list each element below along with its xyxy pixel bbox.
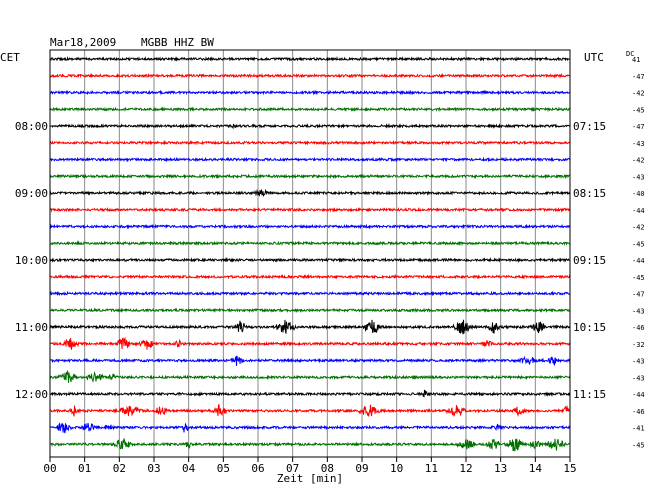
left-hour-label: 08:00	[15, 120, 48, 133]
trace-group	[49, 55, 571, 452]
x-tick-label: 03	[147, 462, 160, 475]
seismic-trace	[49, 223, 571, 230]
seismic-trace	[49, 319, 571, 335]
right-hour-label: 11:15	[573, 388, 606, 401]
left-hour-labels: 08:00 09:00 10:00 11:00 12:00	[15, 120, 48, 401]
seismic-trace	[49, 106, 571, 113]
seismic-trace	[49, 240, 571, 247]
left-hour-label: 10:00	[15, 254, 48, 267]
seismic-trace	[49, 273, 571, 280]
dc-offset-label: -47	[632, 291, 645, 299]
x-axis-label: Zeit [min]	[277, 472, 343, 485]
left-hour-label: 12:00	[15, 388, 48, 401]
seismic-trace	[49, 188, 571, 198]
seismic-trace	[49, 256, 571, 264]
dc-offset-labels: 41 -47 -42 -45 -47 -43 -42 -43 -40 -44 -42 -45 -44 -4…	[632, 56, 645, 449]
dc-offset-label: -43	[632, 307, 645, 315]
dc-label: DC	[626, 50, 634, 58]
dc-offset-label: -45	[632, 240, 645, 248]
seismic-trace	[49, 139, 571, 146]
dc-offset-label: -47	[632, 123, 645, 131]
x-tick-label: 13	[494, 462, 507, 475]
right-zone-label: UTC	[584, 51, 604, 64]
x-tick-label: 02	[113, 462, 126, 475]
dc-offset-label: -46	[632, 324, 645, 332]
x-tick-label: 07	[286, 462, 299, 475]
right-hour-label: 10:15	[573, 321, 606, 334]
dc-offset-label: -41	[632, 425, 645, 433]
left-zone-label: CET	[0, 51, 20, 64]
right-hour-label: 09:15	[573, 254, 606, 267]
left-hour-label: 11:00	[15, 321, 48, 334]
x-tick-label: 05	[217, 462, 230, 475]
seismic-trace	[49, 123, 571, 130]
dc-offset-label: -47	[632, 73, 645, 81]
dc-offset-label: -42	[632, 90, 645, 98]
x-tick-label: 10	[390, 462, 403, 475]
x-tick-label: 06	[251, 462, 264, 475]
seismic-trace	[49, 89, 571, 96]
minute-grid	[84, 50, 536, 457]
dc-offset-label: -45	[632, 274, 645, 282]
dc-offset-label: -40	[632, 190, 645, 198]
dc-offset-label: 41	[632, 56, 640, 64]
seismic-trace	[49, 421, 571, 434]
x-tick-label: 09	[355, 462, 368, 475]
station-label: MGBB HHZ BW	[141, 36, 214, 49]
seismic-trace	[49, 307, 571, 314]
left-hour-label: 09:00	[15, 187, 48, 200]
dc-offset-label: -44	[632, 391, 645, 399]
right-hour-label: 08:15	[573, 187, 606, 200]
seismic-trace	[49, 438, 571, 452]
seismic-trace	[49, 355, 571, 366]
seismic-trace	[49, 173, 571, 180]
dc-offset-label: -43	[632, 140, 645, 148]
dc-offset-label: -42	[632, 224, 645, 232]
x-tick-label: 12	[459, 462, 472, 475]
seismic-trace	[49, 404, 571, 418]
x-tick-label: 14	[529, 462, 543, 475]
x-tick-label: 04	[182, 462, 196, 475]
seismic-trace	[49, 389, 571, 398]
dc-offset-label: -43	[632, 173, 645, 181]
x-tick-label: 15	[563, 462, 576, 475]
dc-offset-label: -32	[632, 341, 645, 349]
dc-offset-label: -42	[632, 157, 645, 165]
dc-offset-label: -45	[632, 106, 645, 114]
x-tick-label: 00	[43, 462, 56, 475]
dc-offset-label: -45	[632, 441, 645, 449]
right-hour-labels: 07:15 08:15 09:15 10:15 11:15	[573, 120, 606, 401]
x-tick-label: 11	[425, 462, 438, 475]
seismic-trace	[49, 336, 571, 350]
date-label: Mar18,2009	[50, 36, 116, 49]
dc-offset-label: -44	[632, 207, 645, 215]
x-tick-label: 08	[321, 462, 334, 475]
dc-offset-label: -44	[632, 257, 645, 265]
seismic-trace	[49, 206, 571, 213]
plot-frame	[49, 49, 571, 458]
seismic-trace	[49, 55, 571, 62]
dc-offset-label: -43	[632, 358, 645, 366]
seismic-trace	[49, 156, 571, 163]
dc-offset-label: -46	[632, 408, 645, 416]
right-hour-label: 07:15	[573, 120, 606, 133]
seismic-trace	[49, 72, 571, 79]
seismic-trace	[49, 370, 571, 383]
x-axis: 00 01 02 03 04 05 06 07 08 09 10 11 12 13 14 15	[43, 457, 577, 475]
seismic-trace	[49, 290, 571, 297]
x-tick-label: 01	[78, 462, 91, 475]
dc-offset-label: -43	[632, 374, 645, 382]
